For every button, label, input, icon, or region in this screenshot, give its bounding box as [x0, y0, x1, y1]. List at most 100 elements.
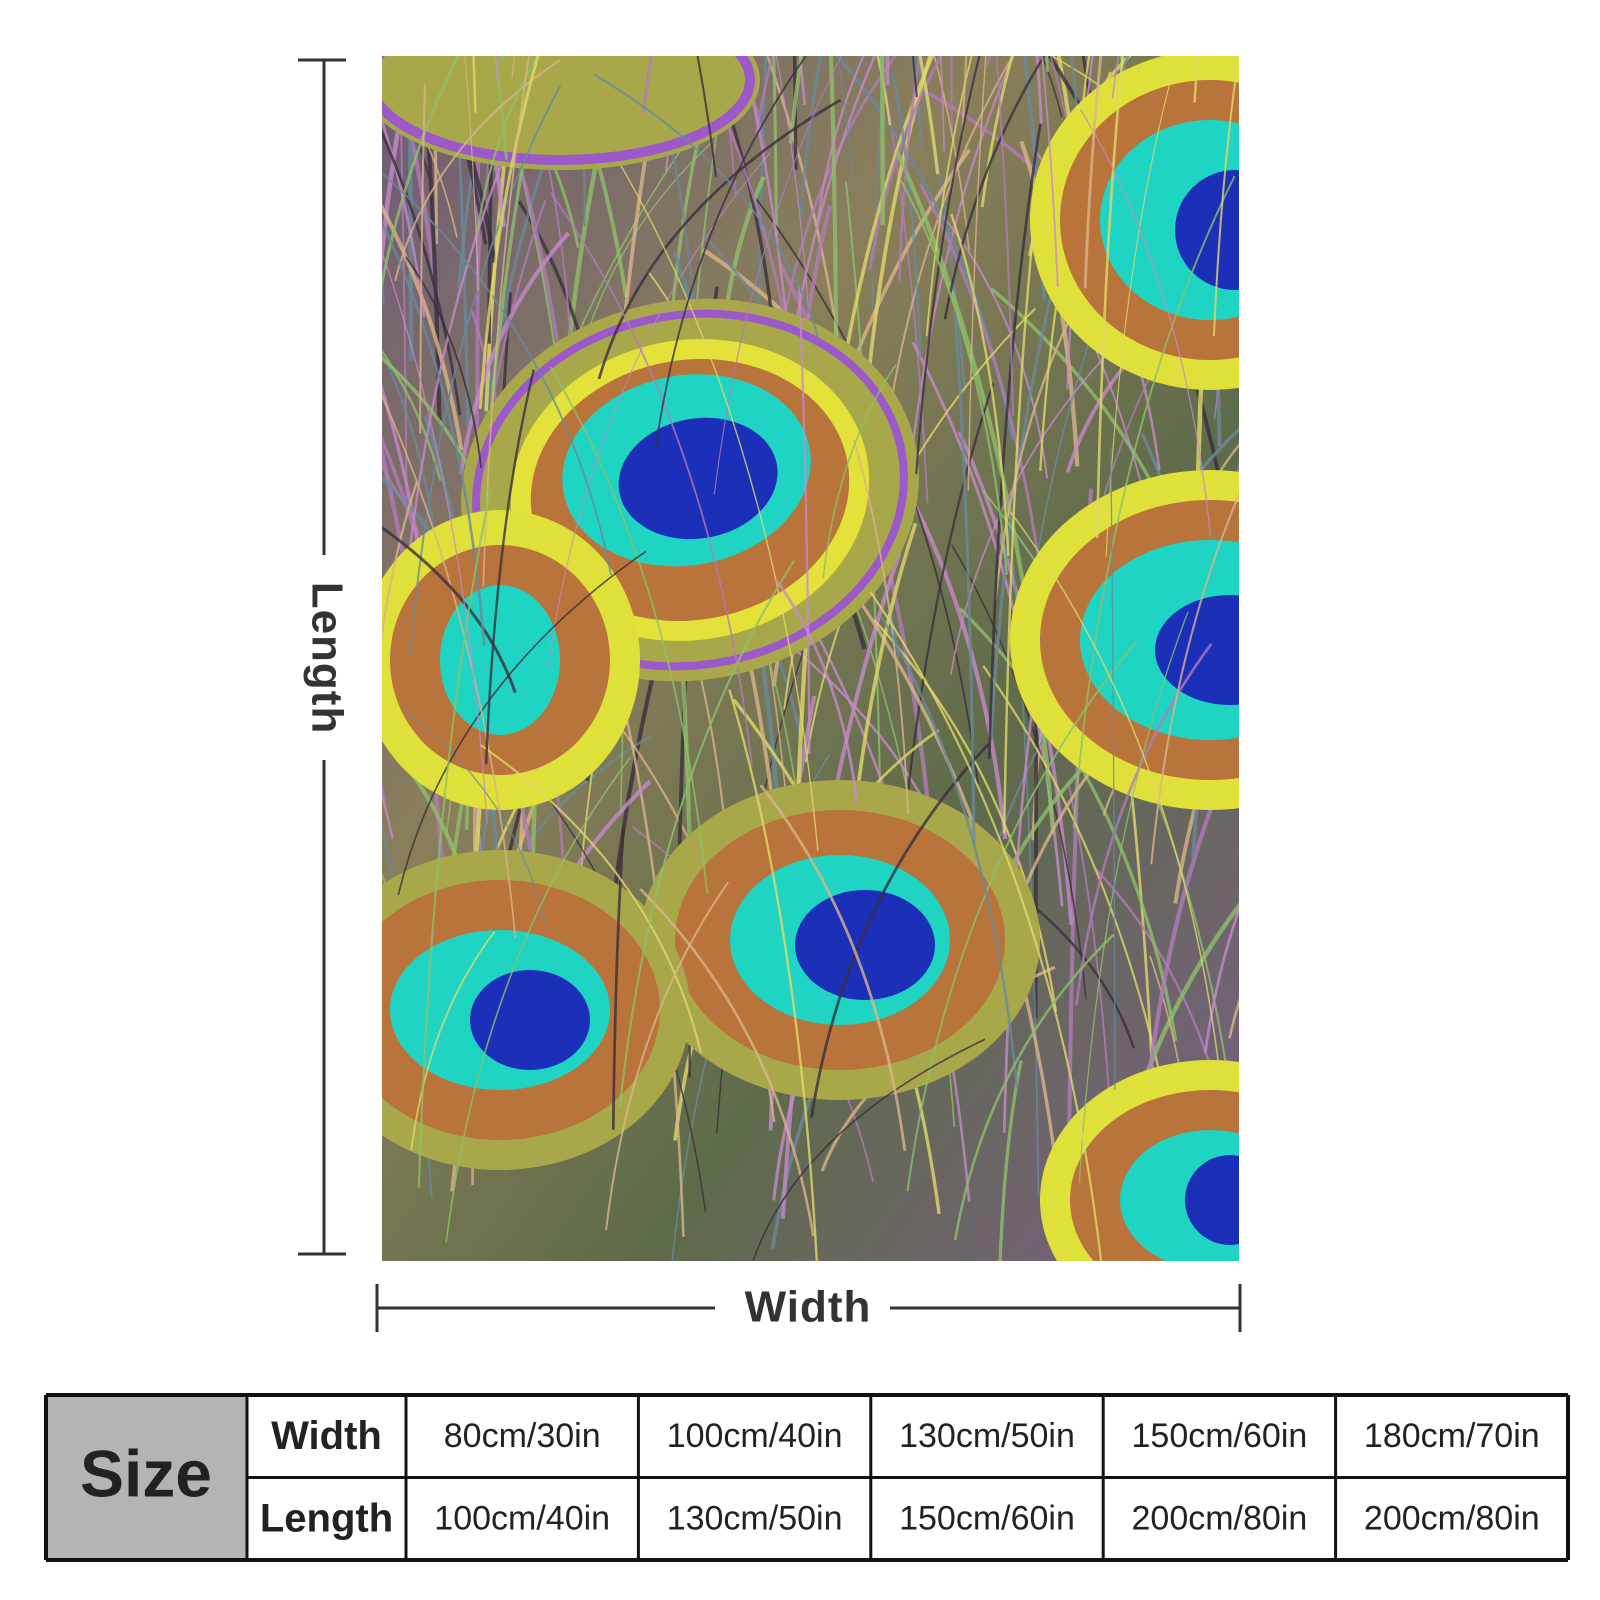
feather-strand: [899, 179, 1008, 575]
feather-strand: [382, 171, 612, 576]
feather-strand: [382, 481, 419, 641]
feather-strand: [472, 56, 477, 113]
feather-strand: [200, 3, 378, 465]
feather-strand: [561, 56, 628, 298]
feather-strand: [933, 56, 970, 251]
feather-strand: [950, 213, 1010, 557]
feather-strand: [1009, 511, 1220, 1069]
feather-strand: [464, 56, 479, 291]
feather-strand: [370, 917, 372, 1144]
feather-strand: [852, 439, 910, 815]
feather-strand: [925, 56, 973, 337]
feather-strand: [863, 56, 933, 410]
feather-strand: [1241, 0, 1352, 499]
feather-strand: [777, 56, 898, 355]
feather-strand: [1212, 56, 1239, 337]
feather-eye: [1040, 1060, 1239, 1261]
feather-strand: [1095, 56, 1125, 539]
feather-strand: [1247, 280, 1305, 854]
feather-strand: [898, 56, 922, 282]
row-label: Length: [260, 1496, 393, 1540]
size-value: 130cm/50in: [899, 1417, 1075, 1455]
feather-strand: [911, 56, 923, 149]
feather-strand: [1250, 547, 1344, 924]
feather-strand: [995, 56, 1014, 416]
feather-strand: [837, 56, 855, 189]
feather-strand: [480, 744, 702, 1054]
feather-strand: [754, 56, 774, 135]
feather-strand: [953, 312, 976, 846]
feather-strand: [628, 0, 794, 52]
feather-strand: [880, 56, 885, 226]
feather-strand: [445, 756, 632, 1244]
feather-strand: [918, 56, 940, 175]
feather-strand: [728, 689, 818, 1261]
feather-strand: [382, 56, 460, 291]
feather-strand: [759, 784, 907, 1152]
feather-strand: [394, 58, 562, 282]
feather-strand: [382, 393, 517, 938]
feather-strand: [397, 550, 647, 896]
feather-strand: [1253, 716, 1259, 1210]
feather-strand: [713, 56, 842, 495]
feather-strand: [880, 616, 1019, 1090]
feather-strand: [953, 933, 1115, 1241]
feather-strand: [775, 56, 810, 318]
size-value: 130cm/50in: [667, 1500, 843, 1538]
feather-strand: [752, 1038, 986, 1261]
feather-strand: [980, 56, 1014, 208]
feather-strand: [1056, 56, 1082, 208]
feather-strand: [958, 607, 1178, 1042]
feather-strand: [382, 203, 464, 451]
feather-strand: [1249, 425, 1457, 972]
feather-strand: [594, 56, 599, 65]
feather-strand: [389, 56, 440, 304]
dimension-lines: [298, 58, 1242, 1332]
feather-strand: [432, 56, 488, 245]
feather-strand: [810, 742, 991, 1118]
feather-strand: [382, 223, 486, 646]
feather-strand: [1150, 492, 1239, 865]
feather-strand: [597, 98, 842, 380]
size-value: 150cm/60in: [899, 1500, 1075, 1538]
width-label: Width: [745, 1283, 872, 1332]
feather-strand: [696, 56, 717, 177]
feather-strand: [822, 364, 897, 579]
feather-strand: [410, 931, 496, 1151]
feather-strand: [880, 56, 1014, 466]
feather-strand: [939, 56, 945, 153]
feather-strand: [741, 0, 900, 41]
feather-eye: [1010, 470, 1239, 810]
feather-strand: [1213, 270, 1239, 420]
size-header: Size: [80, 1436, 212, 1510]
size-header-cell: [46, 1395, 247, 1560]
feather-strand: [1083, 56, 1103, 289]
feather-strand: [382, 781, 387, 802]
feather-strand: [401, 708, 547, 926]
product-image: [200, 0, 1457, 1261]
feather-strand: [1110, 447, 1116, 1090]
feather-strand: [451, 56, 456, 61]
feather-strand: [382, 525, 517, 694]
feather-strand: [382, 129, 462, 416]
feather-strand: [484, 369, 536, 765]
feather-strand: [1173, 676, 1239, 904]
feather-strand: [474, 0, 626, 54]
feather-strand: [382, 260, 385, 306]
size-table: Size Width 80cm/30in 100cm/40in 130cm/50in 1…: [44, 1393, 1570, 1562]
feather-strand: [987, 123, 1042, 759]
feather-strand: [382, 116, 426, 318]
feather-strand: [510, 0, 681, 44]
feather-strand: [1255, 0, 1410, 78]
feather-strand: [456, 56, 495, 297]
feather-strand: [1081, 56, 1091, 111]
feather-strand: [915, 56, 981, 475]
feather-strand: [781, 56, 877, 406]
size-value: 100cm/40in: [667, 1417, 843, 1455]
feather-strand: [642, 56, 653, 113]
length-label: Length: [302, 582, 351, 735]
size-value: 80cm/30in: [444, 1417, 601, 1455]
feather-strand: [405, 256, 483, 469]
feather-strand: [772, 56, 778, 236]
